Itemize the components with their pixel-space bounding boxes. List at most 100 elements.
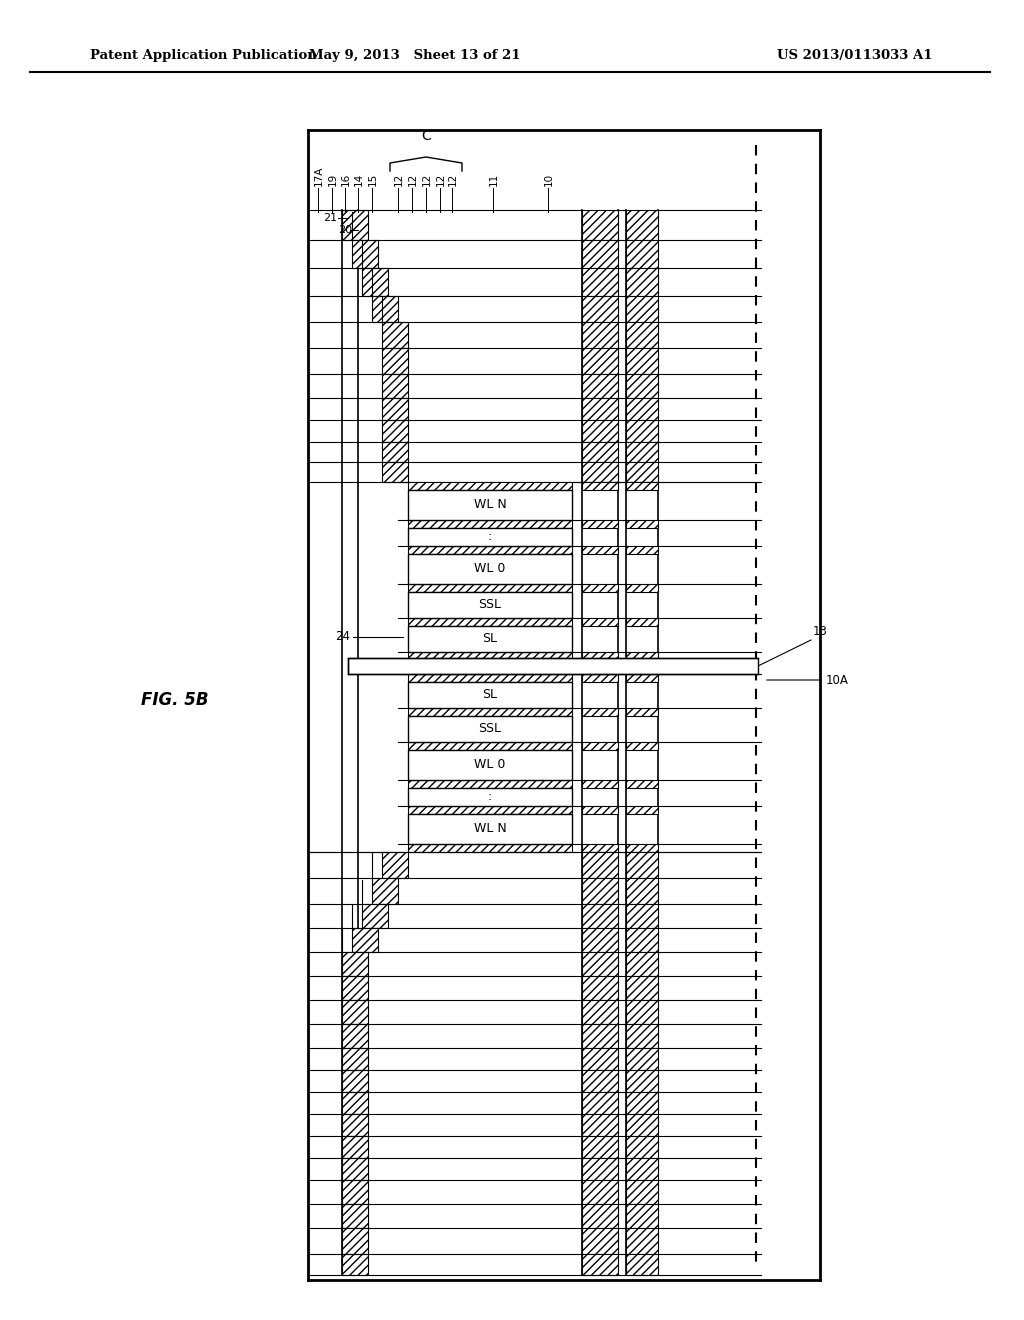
Bar <box>408 482 572 490</box>
Bar <box>626 1158 658 1180</box>
Bar <box>582 742 618 750</box>
Bar <box>342 1071 368 1092</box>
Bar <box>626 1137 658 1158</box>
Bar <box>408 788 572 807</box>
Bar <box>382 442 408 462</box>
Bar <box>382 374 408 399</box>
Bar <box>582 482 618 490</box>
Bar <box>382 462 408 482</box>
Bar <box>342 1048 368 1071</box>
Bar <box>382 348 408 374</box>
Text: 13: 13 <box>813 624 827 638</box>
Bar <box>408 814 572 843</box>
Text: 10A: 10A <box>826 673 849 686</box>
Bar <box>382 322 408 348</box>
Bar <box>408 528 572 546</box>
Text: WL 0: WL 0 <box>474 759 506 771</box>
Bar <box>626 1114 658 1137</box>
Bar <box>626 807 658 814</box>
Text: SSL: SSL <box>478 722 502 735</box>
Text: US 2013/0113033 A1: US 2013/0113033 A1 <box>777 49 933 62</box>
Bar <box>582 348 618 374</box>
Bar <box>626 1048 658 1071</box>
Bar <box>342 1204 368 1228</box>
Text: FIG. 5B: FIG. 5B <box>141 690 209 709</box>
Bar <box>582 1024 618 1048</box>
Bar <box>408 583 572 591</box>
Bar <box>626 1204 658 1228</box>
Text: 17A: 17A <box>314 165 324 186</box>
Bar <box>582 1158 618 1180</box>
Text: 20: 20 <box>338 224 352 235</box>
Bar <box>582 1180 618 1204</box>
Bar <box>626 374 658 399</box>
Bar <box>582 807 618 814</box>
Text: WL 0: WL 0 <box>474 562 506 576</box>
Bar <box>342 1137 368 1158</box>
Text: C: C <box>421 129 431 143</box>
Bar <box>582 652 618 660</box>
Bar <box>408 843 572 851</box>
Bar <box>582 420 618 442</box>
Bar <box>582 904 618 928</box>
Bar <box>582 1254 618 1275</box>
Bar <box>408 618 572 626</box>
Bar <box>582 878 618 904</box>
Text: 12: 12 <box>436 173 446 186</box>
Bar <box>342 1092 368 1114</box>
Bar <box>582 442 618 462</box>
Bar <box>626 878 658 904</box>
Bar <box>626 928 658 952</box>
Bar <box>626 1254 658 1275</box>
Bar <box>582 1204 618 1228</box>
Bar <box>408 554 572 583</box>
Bar <box>342 1001 368 1024</box>
Bar <box>582 975 618 1001</box>
Bar <box>626 462 658 482</box>
Bar <box>408 490 572 520</box>
Text: 12: 12 <box>408 173 418 186</box>
Bar <box>342 1228 368 1254</box>
Text: SSL: SSL <box>478 598 502 611</box>
Bar <box>582 952 618 975</box>
Bar <box>408 546 572 554</box>
Bar <box>408 520 572 528</box>
Bar <box>408 708 572 715</box>
Text: 24: 24 <box>335 631 350 644</box>
Bar <box>626 851 658 878</box>
Bar <box>582 1092 618 1114</box>
Bar <box>372 878 398 904</box>
Bar <box>408 807 572 814</box>
Bar <box>342 975 368 1001</box>
Bar <box>408 750 572 780</box>
Bar <box>626 268 658 296</box>
Bar <box>408 742 572 750</box>
Bar <box>582 322 618 348</box>
Bar <box>626 322 658 348</box>
Bar <box>626 210 658 240</box>
Bar <box>362 904 388 928</box>
Bar <box>626 583 658 591</box>
Bar <box>626 1180 658 1204</box>
Bar <box>626 675 658 682</box>
Text: :: : <box>487 531 493 544</box>
Bar <box>626 1071 658 1092</box>
Text: 12: 12 <box>422 173 432 186</box>
Bar <box>582 708 618 715</box>
Bar <box>626 348 658 374</box>
Bar <box>626 1024 658 1048</box>
Bar <box>408 591 572 618</box>
Text: 11: 11 <box>489 173 499 186</box>
Bar <box>582 240 618 268</box>
Bar <box>582 780 618 788</box>
Bar <box>626 399 658 420</box>
Text: WL N: WL N <box>474 822 507 836</box>
Bar <box>626 742 658 750</box>
Bar <box>408 626 572 652</box>
Bar <box>342 210 368 240</box>
Bar <box>582 296 618 322</box>
Bar <box>582 210 618 240</box>
Bar <box>582 1001 618 1024</box>
Bar <box>582 399 618 420</box>
Bar <box>626 296 658 322</box>
